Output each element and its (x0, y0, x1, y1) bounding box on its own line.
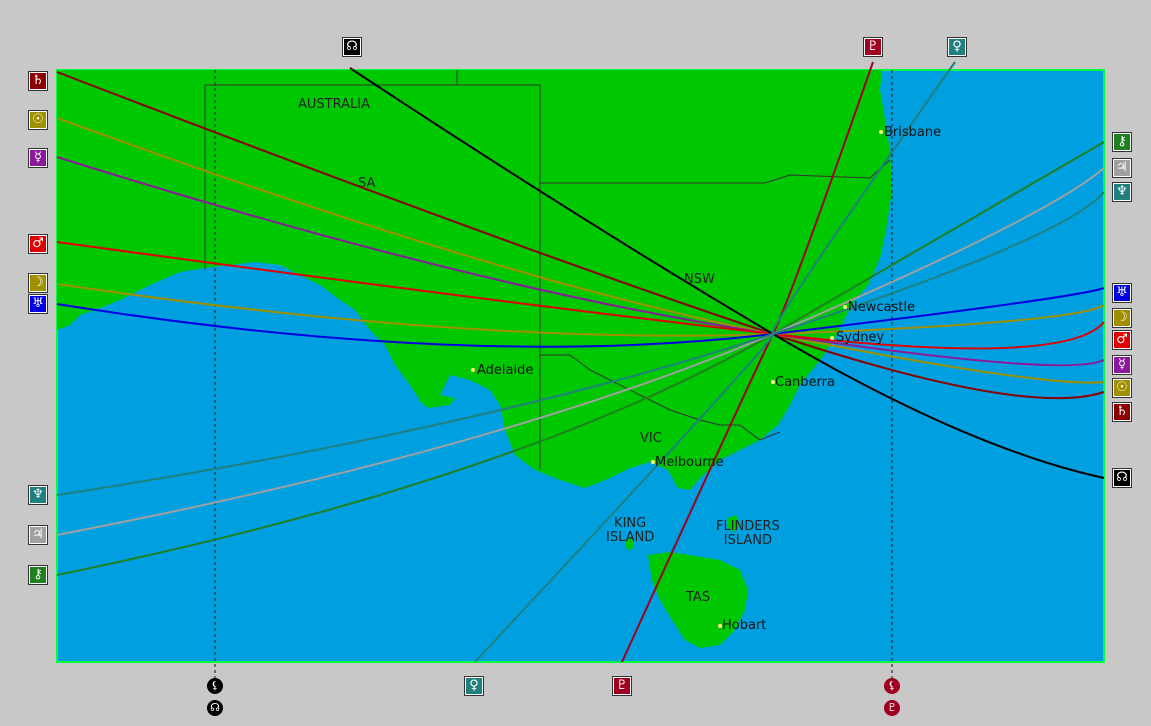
node-line[interactable] (349, 67, 1105, 479)
mercury-glyph-icon[interactable]: ☿ (1112, 355, 1132, 375)
city-dot-hobart (718, 624, 722, 628)
venus-glyph-icon[interactable]: ♀ (464, 676, 484, 696)
saturn-glyph-icon[interactable]: ♄ (28, 71, 48, 91)
node-glyph-icon[interactable]: ☊ (1112, 468, 1132, 488)
city-dot-brisbane (879, 130, 883, 134)
mercury-line[interactable] (56, 156, 1105, 367)
city-dot-newcastle (843, 305, 847, 309)
neptune-glyph-icon[interactable]: ♆ (1112, 182, 1132, 202)
sun-glyph-icon[interactable]: ☉ (28, 110, 48, 130)
mars-glyph-icon[interactable]: ♂ (1112, 330, 1132, 350)
city-label-canberra[interactable]: Canberra (775, 375, 835, 390)
uranus-glyph-icon[interactable]: ♅ (1112, 283, 1132, 303)
state-borders (204, 70, 891, 470)
city-label-adelaide[interactable]: Adelaide (477, 363, 534, 378)
meridian-marker-left-top-icon[interactable]: ⚸ (207, 678, 223, 694)
region-label-flinders-island: FLINDERS ISLAND (716, 519, 780, 548)
uranus-line[interactable] (56, 287, 1105, 348)
region-label-vic: VIC (640, 431, 662, 446)
venus-glyph-icon[interactable]: ♀ (947, 37, 967, 57)
mainland-land (57, 70, 892, 490)
node-glyph-icon[interactable]: ☊ (342, 37, 362, 57)
mercury-glyph-icon[interactable]: ☿ (28, 148, 48, 168)
planet-lines-group (56, 61, 1105, 663)
city-label-melbourne[interactable]: Melbourne (655, 455, 724, 470)
mars-glyph-icon[interactable]: ♂ (28, 234, 48, 254)
jupiter-glyph-icon[interactable]: ♃ (28, 525, 48, 545)
region-label-king-island: KING ISLAND (606, 516, 655, 545)
neptune-glyph-icon[interactable]: ♆ (28, 485, 48, 505)
kangaroo-island (418, 395, 455, 408)
chiron-glyph-icon[interactable]: ⚷ (28, 565, 48, 585)
meridian-marker-right-bottom-icon[interactable]: ♇ (884, 700, 900, 716)
saturn-glyph-icon[interactable]: ♄ (1112, 402, 1132, 422)
city-dots-group (471, 130, 883, 628)
city-label-newcastle[interactable]: Newcastle (848, 300, 915, 315)
meridian-marker-right-top-icon[interactable]: ⚸ (884, 678, 900, 694)
sun-line[interactable] (56, 117, 1105, 384)
city-dot-sydney (830, 336, 834, 340)
city-label-brisbane[interactable]: Brisbane (884, 125, 942, 140)
city-dot-canberra (771, 380, 775, 384)
city-dot-melbourne (651, 460, 655, 464)
city-label-hobart[interactable]: Hobart (722, 618, 767, 633)
sun-glyph-icon[interactable]: ☉ (1112, 378, 1132, 398)
uranus-glyph-icon[interactable]: ♅ (28, 294, 48, 314)
pluto-glyph-icon[interactable]: ♇ (612, 676, 632, 696)
chiron-glyph-icon[interactable]: ⚷ (1112, 132, 1132, 152)
mars-line[interactable] (56, 241, 1105, 350)
region-label-sa: SA (358, 176, 376, 191)
chiron-line[interactable] (56, 141, 1105, 576)
jupiter-line[interactable] (56, 167, 1105, 536)
moon-line[interactable] (56, 283, 1105, 337)
moon-glyph-icon[interactable]: ☽ (28, 273, 48, 293)
saturn-line[interactable] (56, 71, 1105, 400)
region-label-australia: AUSTRALIA (298, 97, 370, 112)
neptune-line[interactable] (56, 191, 1105, 496)
flinders-island-land (728, 515, 740, 532)
city-dot-adelaide (471, 368, 475, 372)
meridian-marker-left-bottom-icon[interactable]: ☊ (207, 700, 223, 716)
region-label-nsw: NSW (684, 272, 715, 287)
tasmania-land (648, 552, 748, 648)
moon-glyph-icon[interactable]: ☽ (1112, 308, 1132, 328)
jupiter-glyph-icon[interactable]: ♃ (1112, 158, 1132, 178)
region-label-tas: TAS (686, 590, 711, 605)
pluto-glyph-icon[interactable]: ♇ (863, 37, 883, 57)
king-island-land (625, 538, 634, 550)
city-label-sydney[interactable]: Sydney (836, 330, 885, 345)
